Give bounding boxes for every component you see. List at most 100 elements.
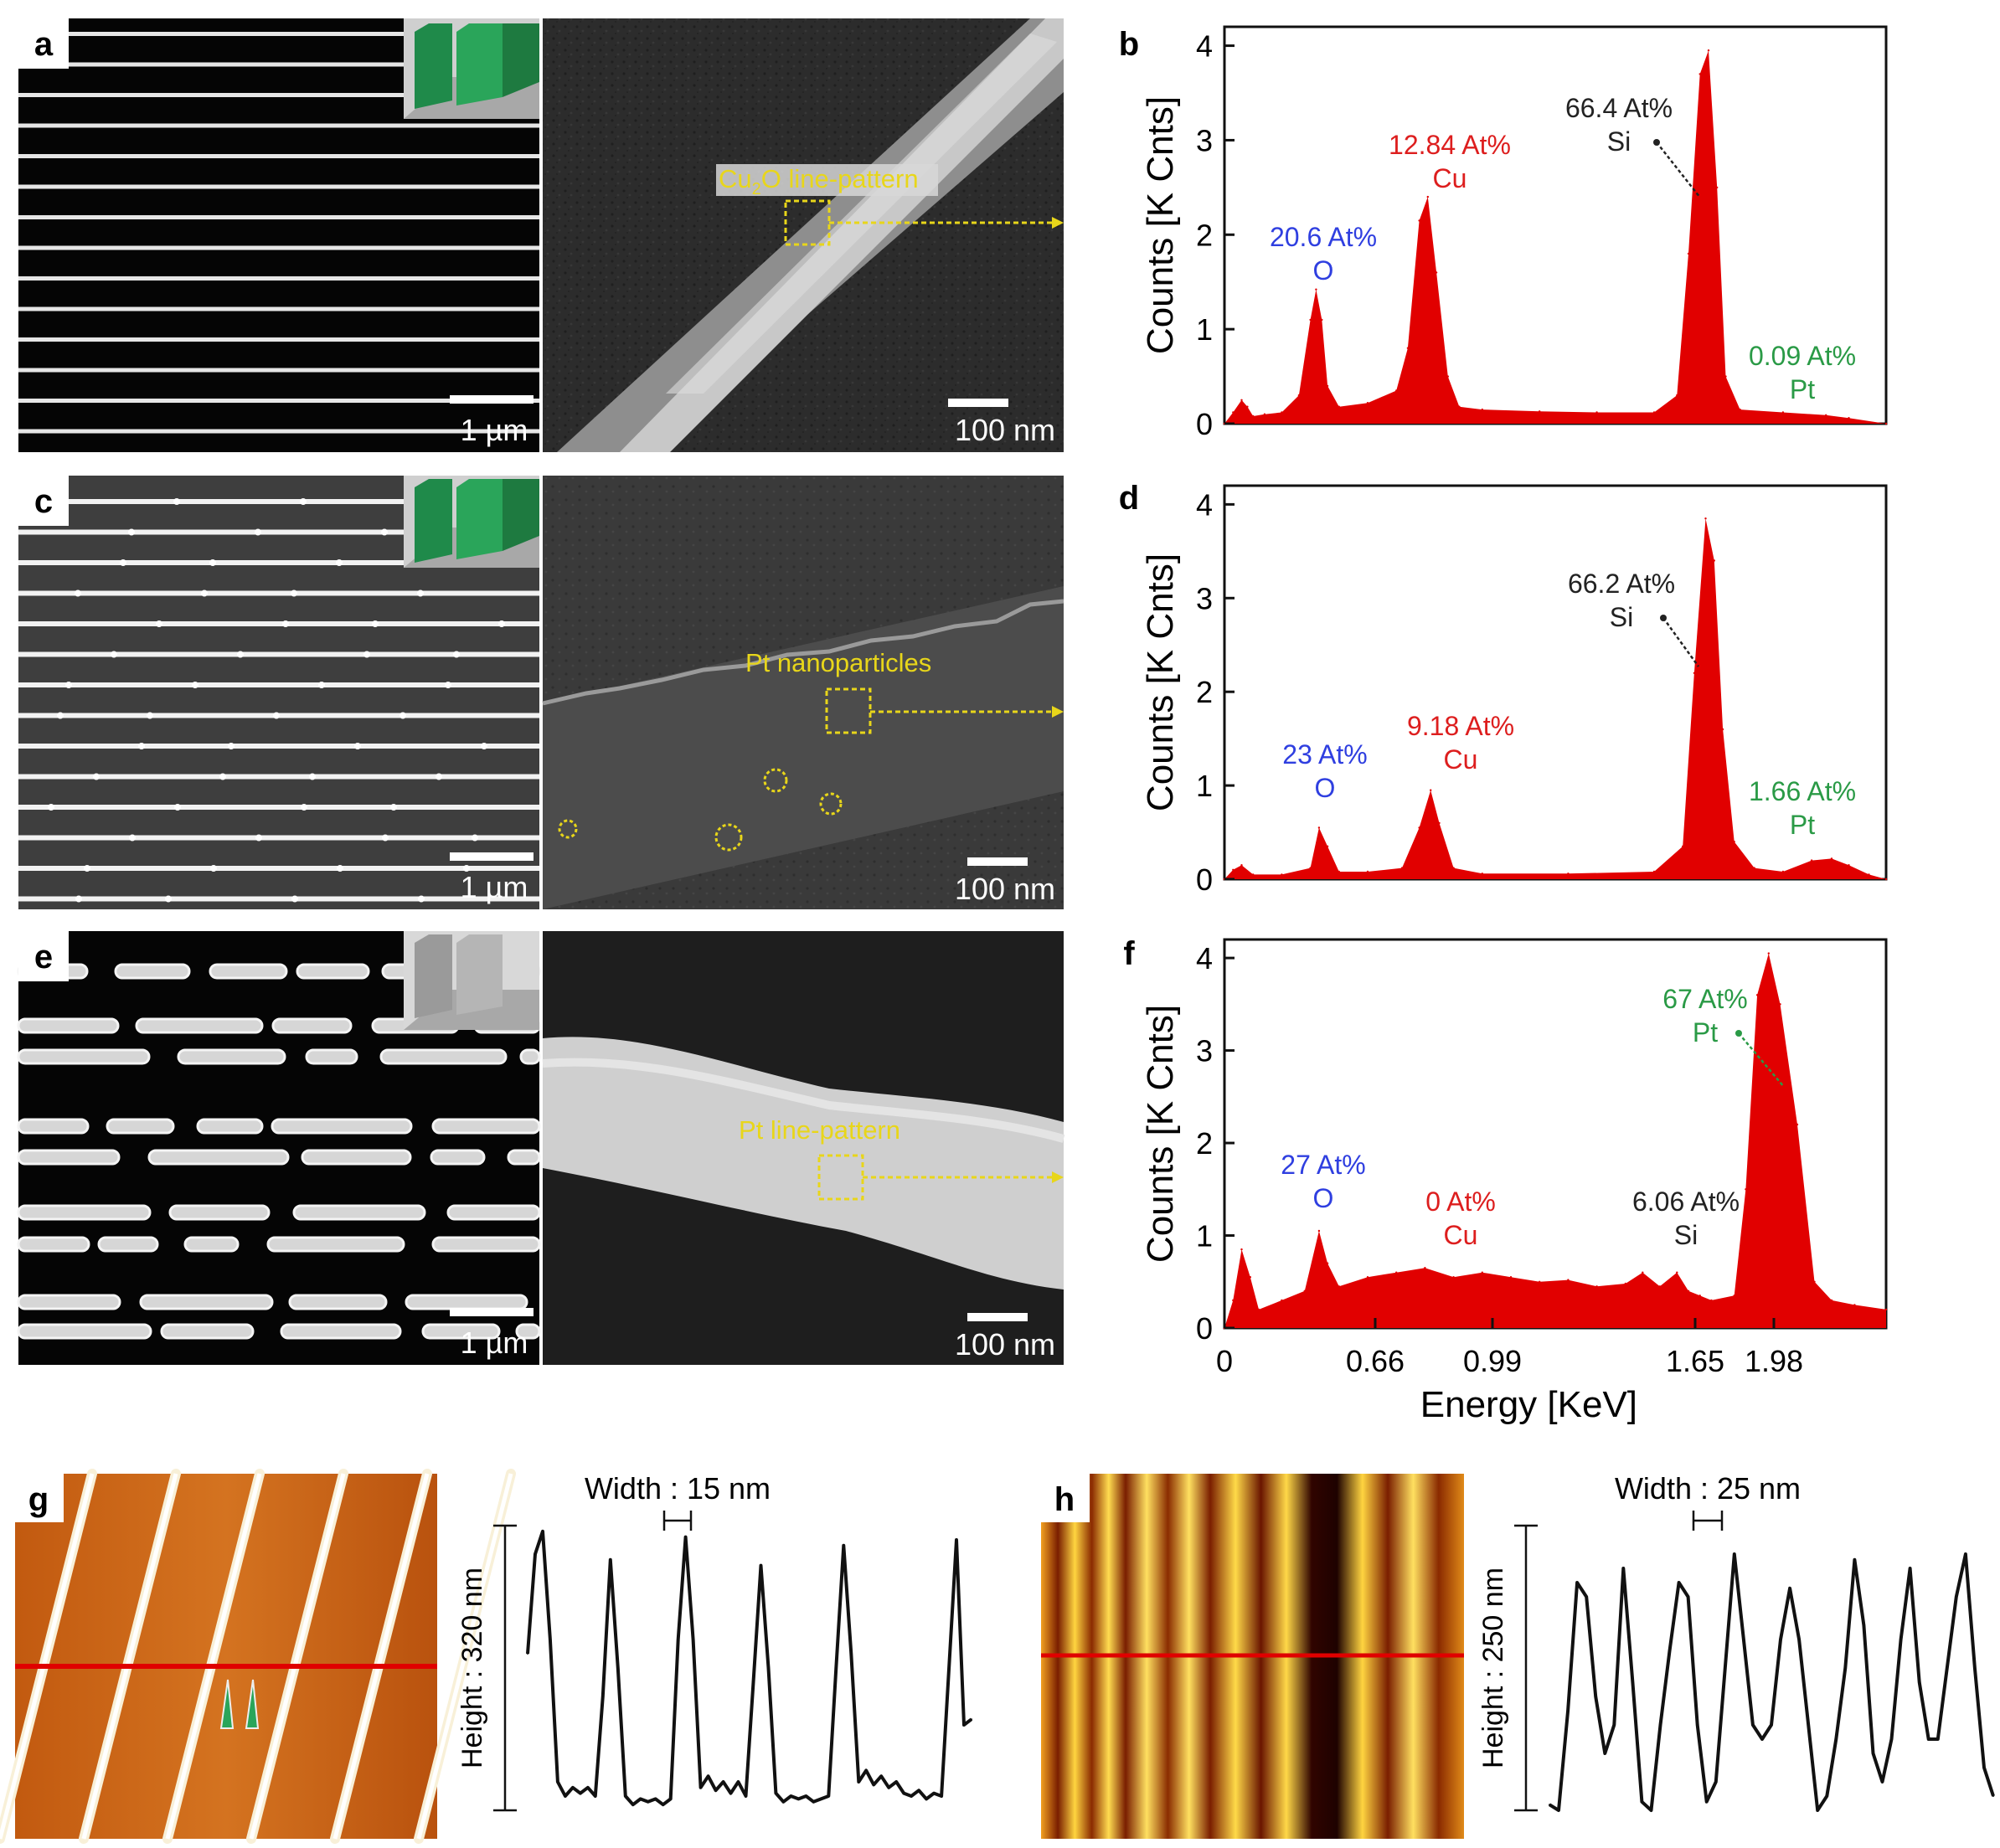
sem-segment — [405, 1294, 528, 1310]
profile-point — [1835, 1738, 1838, 1740]
y-tick-label: 2 — [1196, 1126, 1213, 1161]
sem-particle — [309, 773, 316, 780]
sem-particle — [173, 498, 180, 505]
annotation-percent: 23 At% — [1282, 739, 1367, 770]
y-tick-label: 2 — [1196, 218, 1213, 252]
sem-particle — [453, 651, 460, 658]
spectrum-point — [1452, 867, 1455, 869]
spectrum-point — [1830, 857, 1833, 860]
annotation-percent: 0.09 At% — [1749, 341, 1856, 371]
spectrum-point — [1595, 411, 1598, 414]
particle-marker — [819, 792, 843, 816]
width-label: Width : 15 nm — [585, 1471, 771, 1506]
profile-point — [1549, 1804, 1550, 1806]
y-tick-label: 0 — [1196, 407, 1213, 441]
profile-point — [1687, 1596, 1689, 1598]
spectrum-panel-b: b 0 1 2 3 4 Counts [K Cnts] 20.6 At%O 12.84 At%… — [1119, 25, 1888, 441]
spectrum-point — [1395, 1271, 1398, 1274]
x-tick-label: 1.98 — [1745, 1344, 1803, 1378]
profile-point — [639, 1798, 642, 1800]
spectrum-point — [1446, 375, 1450, 378]
scale-label-e-zoom: 100 nm — [955, 1327, 1055, 1362]
sem-particle — [273, 712, 280, 719]
sem-segment — [147, 1149, 290, 1166]
profile-point — [1742, 1639, 1745, 1640]
sem-particle — [445, 682, 451, 688]
profile-point — [556, 1781, 559, 1783]
profile-point — [1595, 1696, 1597, 1697]
annotation-element: Cu — [1444, 1220, 1478, 1250]
profile-point — [1631, 1681, 1634, 1683]
profile-point — [1863, 1624, 1865, 1626]
spectrum-panel-f: f 0 1 2 3 4 Counts [K Cnts] 0 0.66 0.99 1.65 1.98 E… — [1123, 935, 1888, 1425]
profile-point — [1696, 1724, 1698, 1726]
sem-line — [18, 560, 539, 565]
spectrum-point — [1281, 411, 1283, 414]
profile-point — [601, 1696, 604, 1697]
sem-line — [18, 866, 539, 871]
annotation-element: O — [1315, 773, 1336, 803]
spectrum-point — [1779, 1003, 1781, 1006]
profile-point — [1751, 1724, 1754, 1726]
profile-point — [827, 1795, 830, 1797]
profile-point — [722, 1781, 724, 1783]
panel-letter-h: h — [1054, 1481, 1075, 1518]
spectrum-point — [1338, 870, 1341, 873]
sem-particle — [301, 804, 307, 811]
annotation-percent: 20.6 At% — [1270, 222, 1377, 252]
profile-point — [895, 1781, 898, 1783]
spectrum-point — [1624, 1282, 1627, 1285]
sem-line — [18, 499, 539, 504]
afm-stripe-core — [416, 1473, 513, 1840]
y-tick-label: 4 — [1196, 941, 1213, 975]
profile-point — [1853, 1558, 1856, 1561]
sem-particle — [291, 589, 297, 597]
sem-line — [18, 32, 539, 36]
annotation-percent: 1.66 At% — [1749, 776, 1856, 806]
spectrum-point — [1458, 405, 1461, 408]
spectrum-point — [1509, 1276, 1513, 1279]
sem-segment — [17, 1017, 120, 1034]
profile-point — [1668, 1650, 1671, 1652]
panel-letter-bg-a — [18, 18, 69, 69]
profile-point — [948, 1667, 951, 1669]
sem-segment — [183, 1236, 240, 1253]
sem-panel-e: e 1 µm Pt line-pattern 100 nm — [17, 931, 1065, 1365]
sem-segment — [97, 1236, 159, 1253]
y-tick-label: 3 — [1196, 123, 1213, 157]
scale-bar-e — [450, 1308, 534, 1316]
annotation-percent: 66.2 At% — [1568, 569, 1675, 599]
spectrum-point — [1297, 394, 1301, 397]
spectrum-point — [1326, 1262, 1329, 1264]
spectrum-point — [1781, 411, 1785, 414]
spectrum-point — [1884, 878, 1888, 881]
profile-point — [1992, 1795, 1994, 1797]
panel-letter-a: a — [34, 26, 54, 63]
sem-particle — [318, 682, 325, 688]
analysis-box-a — [784, 199, 831, 246]
profile-point — [1964, 1553, 1966, 1555]
profile-point — [549, 1639, 551, 1640]
sem-segment — [421, 1323, 501, 1340]
spectrum-point — [1240, 864, 1243, 867]
sem-segment — [209, 963, 288, 980]
sem-particle — [255, 834, 262, 842]
profile-point — [1761, 1738, 1763, 1740]
spectrum-point — [1733, 1295, 1735, 1297]
profile-point — [1899, 1639, 1902, 1640]
strip-c — [543, 586, 1064, 909]
sem-particle — [399, 712, 406, 719]
sem-particle — [382, 834, 389, 842]
sem-particle — [128, 528, 135, 536]
sem-line — [18, 805, 539, 810]
profile-line — [526, 1529, 973, 1807]
spectrum-point — [1452, 1276, 1455, 1279]
sem-segment — [135, 1017, 264, 1034]
spectrum-point — [1707, 49, 1710, 52]
profile-point — [1844, 1667, 1847, 1669]
profile-point — [1613, 1724, 1616, 1726]
sem-segment — [280, 1323, 402, 1340]
sem-line — [18, 337, 539, 342]
spectrum-point — [1435, 271, 1438, 274]
strip-e — [543, 1037, 1064, 1289]
